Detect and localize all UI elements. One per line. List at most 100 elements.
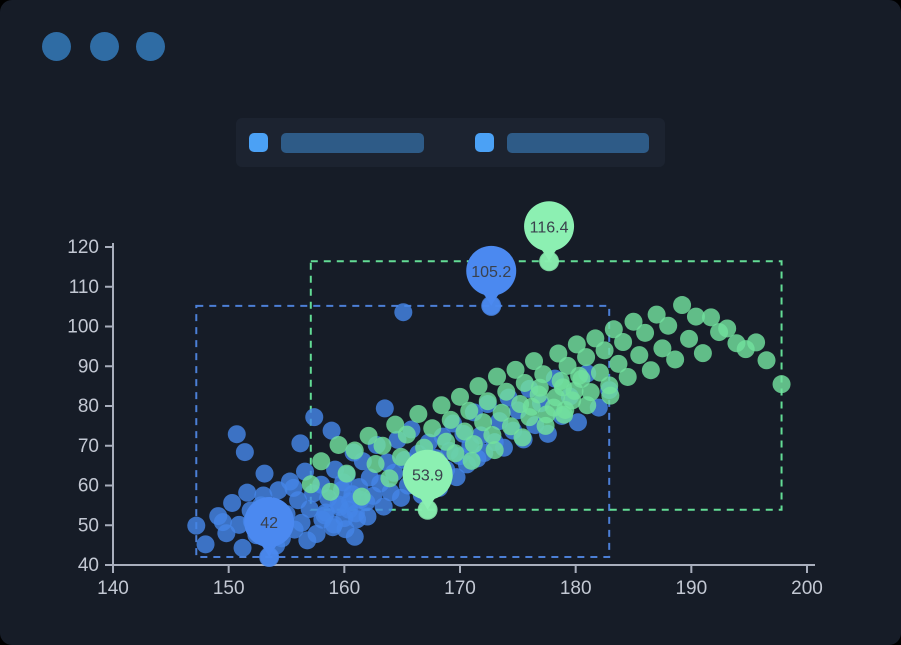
scatter-point-blue[interactable] bbox=[196, 535, 215, 554]
scatter-point-green[interactable] bbox=[653, 339, 672, 358]
scatter-point-green[interactable] bbox=[590, 363, 609, 382]
scatter-point-green[interactable] bbox=[567, 335, 586, 354]
scatter-point-green[interactable] bbox=[455, 422, 474, 441]
legend-item-2[interactable] bbox=[475, 132, 649, 153]
scatter-point-green[interactable] bbox=[501, 417, 520, 436]
scatter-point-blue[interactable] bbox=[187, 516, 206, 535]
scatter-point-blue[interactable] bbox=[233, 538, 252, 557]
scatter-point-blue[interactable] bbox=[394, 303, 413, 322]
scatter-point-green[interactable] bbox=[474, 413, 493, 432]
scatter-point-green[interactable] bbox=[337, 464, 356, 483]
scatter-point-green[interactable] bbox=[366, 455, 385, 474]
scatter-point-green[interactable] bbox=[488, 367, 507, 386]
scatter-point-green[interactable] bbox=[680, 329, 699, 348]
scatter-point-blue[interactable] bbox=[345, 527, 364, 546]
scatter-point-green[interactable] bbox=[601, 386, 620, 405]
scatter-point-green[interactable] bbox=[647, 305, 666, 324]
scatter-point-green[interactable] bbox=[441, 410, 460, 429]
scatter-point-green[interactable] bbox=[530, 378, 549, 397]
pin-balloon-icon bbox=[466, 245, 517, 296]
scatter-point-green[interactable] bbox=[321, 482, 340, 501]
scatter-point-green[interactable] bbox=[595, 341, 614, 360]
x-axis-tick-label: 170 bbox=[444, 578, 476, 599]
scatter-point-green[interactable] bbox=[345, 441, 364, 460]
scatter-point-green[interactable] bbox=[686, 307, 705, 326]
scatter-point-blue[interactable] bbox=[255, 464, 274, 483]
scatter-point-green[interactable] bbox=[446, 444, 465, 463]
scatter-point-green[interactable] bbox=[432, 396, 451, 415]
scatter-point-blue[interactable] bbox=[223, 493, 242, 512]
scatter-point-green[interactable] bbox=[329, 435, 348, 454]
scatter-point-blue[interactable] bbox=[238, 483, 257, 502]
scatter-point-green[interactable] bbox=[359, 426, 378, 445]
scatter-point-blue[interactable] bbox=[374, 497, 393, 516]
scatter-point-green[interactable] bbox=[513, 428, 532, 447]
scatter-point-blue[interactable] bbox=[375, 399, 394, 418]
scatter-point-green[interactable] bbox=[497, 382, 516, 401]
scatter-point-blue[interactable] bbox=[291, 434, 310, 453]
scatter-point-blue[interactable] bbox=[568, 413, 587, 432]
scatter-point-green[interactable] bbox=[673, 296, 692, 315]
scatter-point-green[interactable] bbox=[747, 333, 766, 352]
scatter-point-green[interactable] bbox=[515, 373, 534, 392]
legend-swatch-icon bbox=[249, 133, 268, 152]
pin-value-label: 53.9 bbox=[412, 468, 443, 485]
scatter-point-green[interactable] bbox=[469, 377, 488, 396]
scatter-point-green[interactable] bbox=[549, 344, 568, 363]
scatter-point-green[interactable] bbox=[312, 452, 331, 471]
scatter-point-blue[interactable] bbox=[358, 507, 377, 526]
scatter-point-green[interactable] bbox=[624, 312, 643, 331]
scatter-point-green[interactable] bbox=[636, 323, 655, 342]
window-control-dot-1[interactable] bbox=[42, 32, 71, 61]
scatter-point-green[interactable] bbox=[772, 375, 791, 394]
scatter-point-green[interactable] bbox=[693, 344, 712, 363]
scatter-point-blue[interactable] bbox=[300, 499, 319, 518]
y-axis-tick-label: 80 bbox=[78, 396, 99, 417]
scatter-point-green[interactable] bbox=[614, 333, 633, 352]
scatter-point-green[interactable] bbox=[301, 475, 320, 494]
scatter-point-green[interactable] bbox=[451, 387, 469, 406]
scatter-point-green[interactable] bbox=[618, 367, 637, 386]
scatter-point-green[interactable] bbox=[492, 403, 511, 422]
scatter-point-green[interactable] bbox=[373, 436, 392, 455]
scatter-point-green[interactable] bbox=[757, 351, 776, 370]
legend-label-bar bbox=[507, 132, 649, 153]
scatter-point-green[interactable] bbox=[409, 404, 428, 423]
scatter-point-green[interactable] bbox=[380, 469, 399, 488]
scatter-point-green[interactable] bbox=[534, 365, 553, 384]
scatter-point-green[interactable] bbox=[641, 361, 660, 380]
scatter-point-green[interactable] bbox=[352, 487, 371, 506]
pin-value-label: 105.2 bbox=[471, 264, 511, 281]
scatter-point-green[interactable] bbox=[701, 308, 720, 327]
scatter-point-green[interactable] bbox=[483, 426, 502, 445]
scatter-point-blue[interactable] bbox=[307, 524, 326, 543]
scatter-point-blue[interactable] bbox=[322, 421, 341, 440]
scatter-point-green[interactable] bbox=[462, 451, 481, 470]
scatter-point-green[interactable] bbox=[392, 447, 411, 466]
scatter-point-blue[interactable] bbox=[292, 513, 311, 532]
scatter-point-green[interactable] bbox=[423, 419, 442, 438]
scatter-point-green[interactable] bbox=[581, 383, 600, 402]
scatter-point-green[interactable] bbox=[485, 441, 504, 460]
scatter-point-blue[interactable] bbox=[227, 425, 246, 444]
scatter-point-blue[interactable] bbox=[217, 524, 236, 543]
scatter-point-green[interactable] bbox=[718, 319, 737, 338]
scatter-point-green[interactable] bbox=[525, 352, 544, 371]
scatter-point-green[interactable] bbox=[506, 360, 525, 379]
scatter-point-green[interactable] bbox=[609, 354, 628, 373]
scatter-point-blue[interactable] bbox=[235, 443, 254, 462]
scatter-point-green[interactable] bbox=[397, 425, 416, 444]
scatter-point-green[interactable] bbox=[666, 350, 685, 369]
legend-item-1[interactable] bbox=[249, 132, 424, 153]
scatter-point-green[interactable] bbox=[604, 320, 623, 339]
scatter-point-green[interactable] bbox=[577, 348, 596, 367]
scatter-point-green[interactable] bbox=[659, 316, 678, 335]
scatter-point-green[interactable] bbox=[572, 369, 591, 388]
window-control-dot-3[interactable] bbox=[136, 32, 165, 61]
scatter-point-green[interactable] bbox=[478, 392, 497, 411]
scatter-point-green[interactable] bbox=[630, 346, 649, 365]
window-control-dot-2[interactable] bbox=[90, 32, 119, 61]
scatter-point-blue[interactable] bbox=[305, 408, 324, 427]
scatter-point-green[interactable] bbox=[460, 401, 479, 420]
scatter-point-green[interactable] bbox=[464, 435, 483, 454]
